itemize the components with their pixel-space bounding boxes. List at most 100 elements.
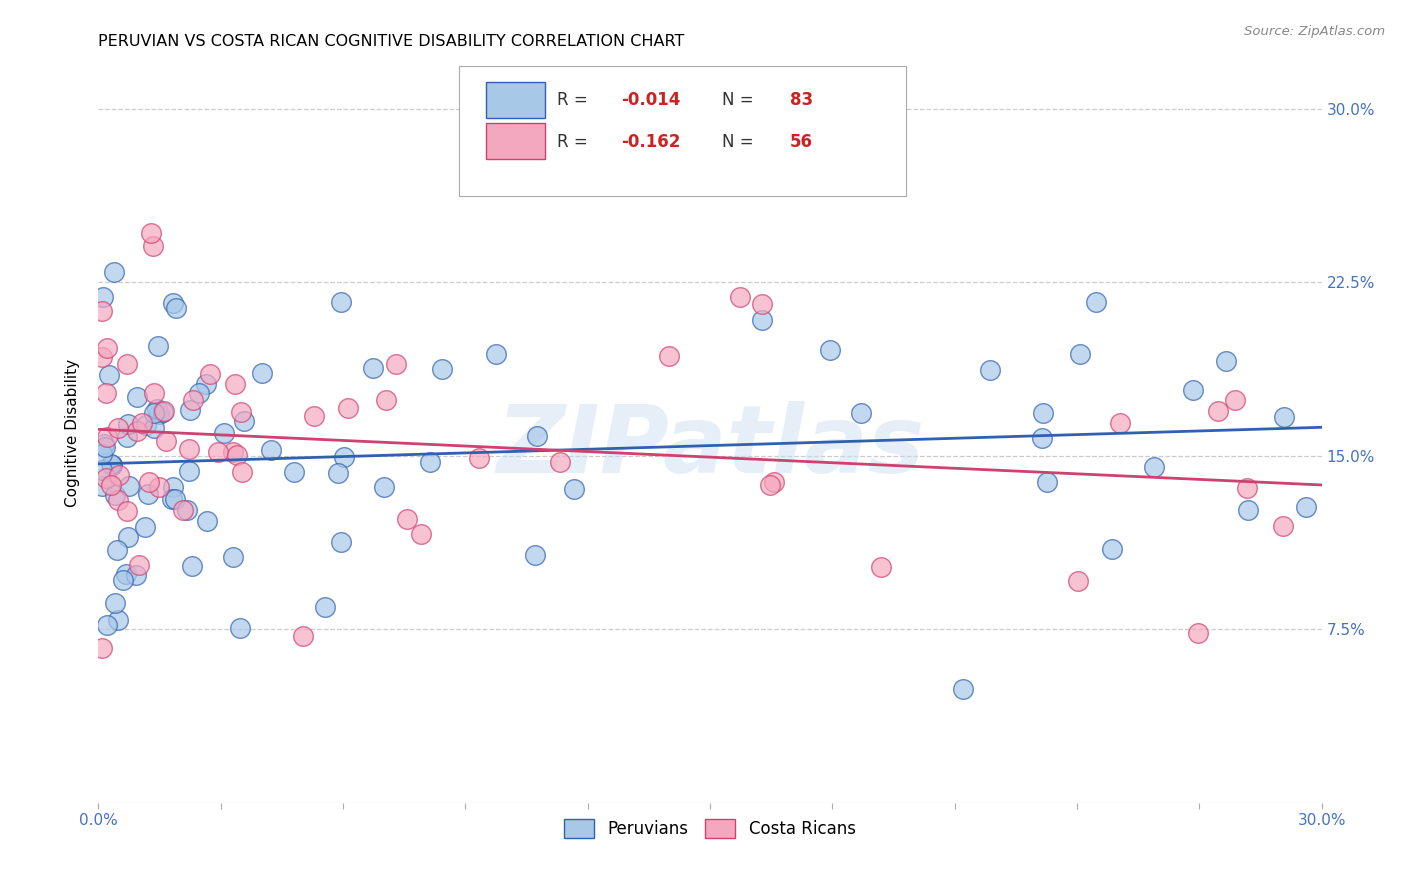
Point <box>329 535 352 549</box>
Point <box>101 458 124 472</box>
Point <box>229 405 252 419</box>
Point <box>212 426 235 441</box>
Point <box>125 425 148 439</box>
Point <box>396 512 419 526</box>
Point <box>91 463 114 477</box>
Point <box>105 542 128 557</box>
FancyBboxPatch shape <box>460 66 905 195</box>
Point <box>115 357 138 371</box>
Text: -0.162: -0.162 <box>620 133 681 151</box>
Point <box>111 573 134 587</box>
Point <box>233 414 256 428</box>
Point <box>146 401 169 416</box>
Point <box>155 434 177 449</box>
Point <box>96 429 118 443</box>
Point <box>1067 574 1090 588</box>
Point <box>222 444 245 458</box>
Point <box>93 437 115 451</box>
Point <box>526 429 548 443</box>
Point <box>759 478 782 492</box>
Point <box>128 558 150 572</box>
Point <box>1181 384 1204 398</box>
Point <box>117 417 139 431</box>
Point <box>141 226 163 240</box>
Point <box>1069 347 1091 361</box>
Point <box>187 386 209 401</box>
Point <box>283 465 305 479</box>
Point <box>229 621 252 635</box>
Point <box>818 343 841 358</box>
Point <box>160 491 183 506</box>
Point <box>333 450 356 464</box>
Point <box>162 295 184 310</box>
Point <box>100 457 122 471</box>
FancyBboxPatch shape <box>486 123 546 159</box>
Point <box>1271 519 1294 533</box>
Point <box>225 448 247 462</box>
Point <box>181 559 204 574</box>
Point <box>96 341 118 355</box>
Point <box>91 479 114 493</box>
Point <box>125 390 148 404</box>
Point <box>195 514 218 528</box>
Point <box>523 549 546 563</box>
Text: -0.014: -0.014 <box>620 91 681 109</box>
Text: Source: ZipAtlas.com: Source: ZipAtlas.com <box>1244 25 1385 38</box>
Point <box>468 450 491 465</box>
Point <box>91 641 114 656</box>
Point <box>179 403 201 417</box>
Point <box>107 613 129 627</box>
Point <box>252 366 274 380</box>
Point <box>1236 503 1258 517</box>
Text: R =: R = <box>557 91 593 109</box>
Point <box>207 445 229 459</box>
Point <box>870 559 893 574</box>
Point <box>117 530 139 544</box>
Point <box>979 363 1001 377</box>
Point <box>361 361 384 376</box>
Point <box>136 487 159 501</box>
Point <box>762 475 785 489</box>
Point <box>135 418 157 433</box>
Point <box>1215 354 1237 368</box>
Point <box>330 294 353 309</box>
Point <box>91 290 114 304</box>
Point <box>419 454 441 468</box>
Point <box>1084 294 1107 309</box>
Point <box>1032 406 1054 420</box>
Point <box>1223 392 1246 407</box>
Point <box>183 393 205 408</box>
Point <box>730 290 752 304</box>
Legend: Peruvians, Costa Ricans: Peruvians, Costa Ricans <box>555 810 865 847</box>
Text: 56: 56 <box>790 133 813 151</box>
Point <box>260 443 283 458</box>
Point <box>96 385 118 400</box>
Point <box>107 492 129 507</box>
Point <box>108 468 131 483</box>
Point <box>91 303 114 318</box>
Point <box>1101 542 1123 557</box>
Point <box>849 406 872 420</box>
Point <box>101 458 124 472</box>
Point <box>104 596 127 610</box>
Point <box>143 420 166 434</box>
Point <box>118 479 141 493</box>
Text: PERUVIAN VS COSTA RICAN COGNITIVE DISABILITY CORRELATION CHART: PERUVIAN VS COSTA RICAN COGNITIVE DISABI… <box>98 34 685 49</box>
Point <box>142 406 165 420</box>
Point <box>751 313 773 327</box>
Point <box>1187 625 1209 640</box>
Point <box>562 482 585 496</box>
Point <box>152 404 174 418</box>
Point <box>1274 410 1296 425</box>
Point <box>430 362 453 376</box>
Point <box>177 464 200 478</box>
Point <box>148 481 170 495</box>
Text: N =: N = <box>723 91 759 109</box>
Point <box>163 492 186 507</box>
Point <box>138 475 160 490</box>
Point <box>336 401 359 415</box>
Point <box>1035 475 1057 489</box>
Point <box>148 338 170 352</box>
Point <box>115 566 138 581</box>
Point <box>96 471 118 485</box>
